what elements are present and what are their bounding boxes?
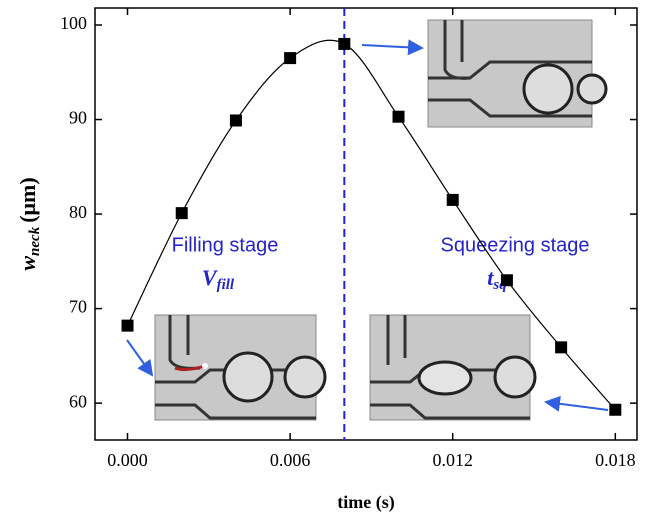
annotation-symbol: Vfill	[202, 265, 235, 293]
y-label-subscript: neck	[27, 226, 43, 256]
y-tick-label: 100	[60, 13, 87, 33]
marker	[122, 320, 134, 332]
marker	[176, 207, 188, 219]
x-tick-label: 0.000	[107, 450, 148, 470]
y-tick-label: 90	[69, 108, 87, 128]
y-label-unit: (μm)	[15, 177, 40, 222]
marker	[230, 114, 242, 126]
y-tick-label: 60	[69, 391, 87, 411]
x-tick-label: 0.018	[595, 450, 636, 470]
symbol-subscript: fill	[217, 277, 235, 293]
arrow	[362, 45, 422, 48]
marker	[284, 52, 296, 64]
marker	[393, 111, 405, 123]
inset-bottom-left	[155, 315, 325, 420]
inset-top	[428, 20, 606, 127]
arrow	[127, 340, 152, 375]
marker	[609, 404, 621, 416]
y-tick-label: 80	[69, 202, 87, 222]
y-tick-label: 70	[69, 297, 87, 317]
chart: time (s) wneck (μm) Filling stage Vfill S…	[0, 0, 646, 527]
annotation: Squeezing stage	[440, 234, 589, 256]
y-label-symbol: w	[15, 256, 40, 271]
marker	[338, 38, 350, 50]
marker	[555, 341, 567, 353]
arrow	[546, 402, 608, 410]
x-tick-label: 0.006	[270, 450, 311, 470]
y-axis-label: wneck (μm)	[15, 177, 43, 270]
marker	[501, 274, 513, 286]
inset-bottom-right	[370, 315, 535, 420]
x-tick-label: 0.012	[432, 450, 473, 470]
x-axis-label: time (s)	[337, 492, 394, 513]
marker	[447, 194, 459, 206]
annotation: Filling stage	[172, 234, 279, 256]
